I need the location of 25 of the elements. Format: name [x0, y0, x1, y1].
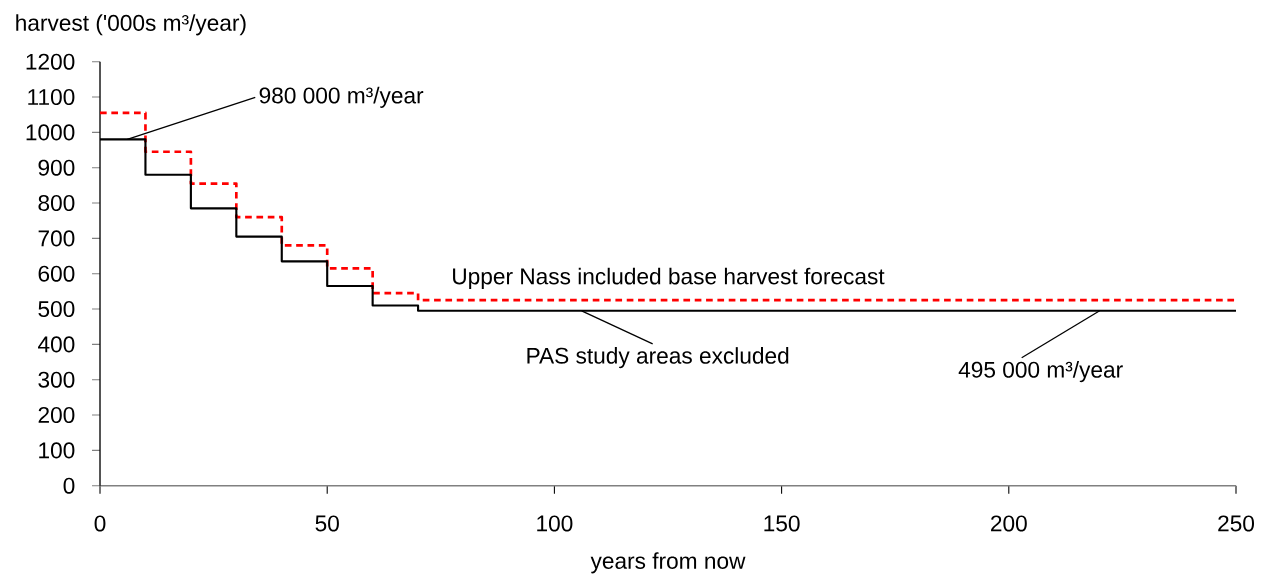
y-tick-label: 200 — [38, 406, 75, 424]
x-tick-label: 200 — [991, 515, 1027, 532]
annotation: 980 000 m³/year — [259, 86, 424, 108]
y-tick-label: 400 — [38, 336, 75, 353]
y-tick-label: 1100 — [28, 88, 75, 106]
x-tick-label: 100 — [537, 515, 573, 532]
y-tick-label: 700 — [38, 230, 75, 247]
y-tick-label: 100 — [39, 442, 75, 459]
annotation: 495 000 m³/year — [958, 361, 1123, 383]
y-tick-label: 500 — [38, 300, 75, 318]
series-label: Upper Nass included base harvest forecast — [453, 267, 885, 289]
y-tick-label: 1200 — [26, 53, 75, 70]
y-tick-label: 800 — [38, 194, 75, 212]
y-axis-title: harvest ('000s m³/year) — [16, 14, 246, 36]
x-tick-label: 150 — [764, 515, 800, 532]
y-tick-label: 0 — [63, 477, 75, 494]
x-tick-label: 250 — [1218, 515, 1255, 532]
y-tick-label: 900 — [38, 159, 75, 176]
legend-label: PAS study areas excluded — [527, 347, 789, 369]
y-tick-label: 300 — [38, 371, 75, 388]
y-tick-label: 600 — [38, 265, 75, 282]
x-tick-label: 50 — [315, 515, 339, 532]
x-tick-label: 0 — [94, 515, 106, 532]
y-tick-label: 1000 — [26, 124, 75, 141]
x-axis-title: years from now — [590, 552, 746, 574]
